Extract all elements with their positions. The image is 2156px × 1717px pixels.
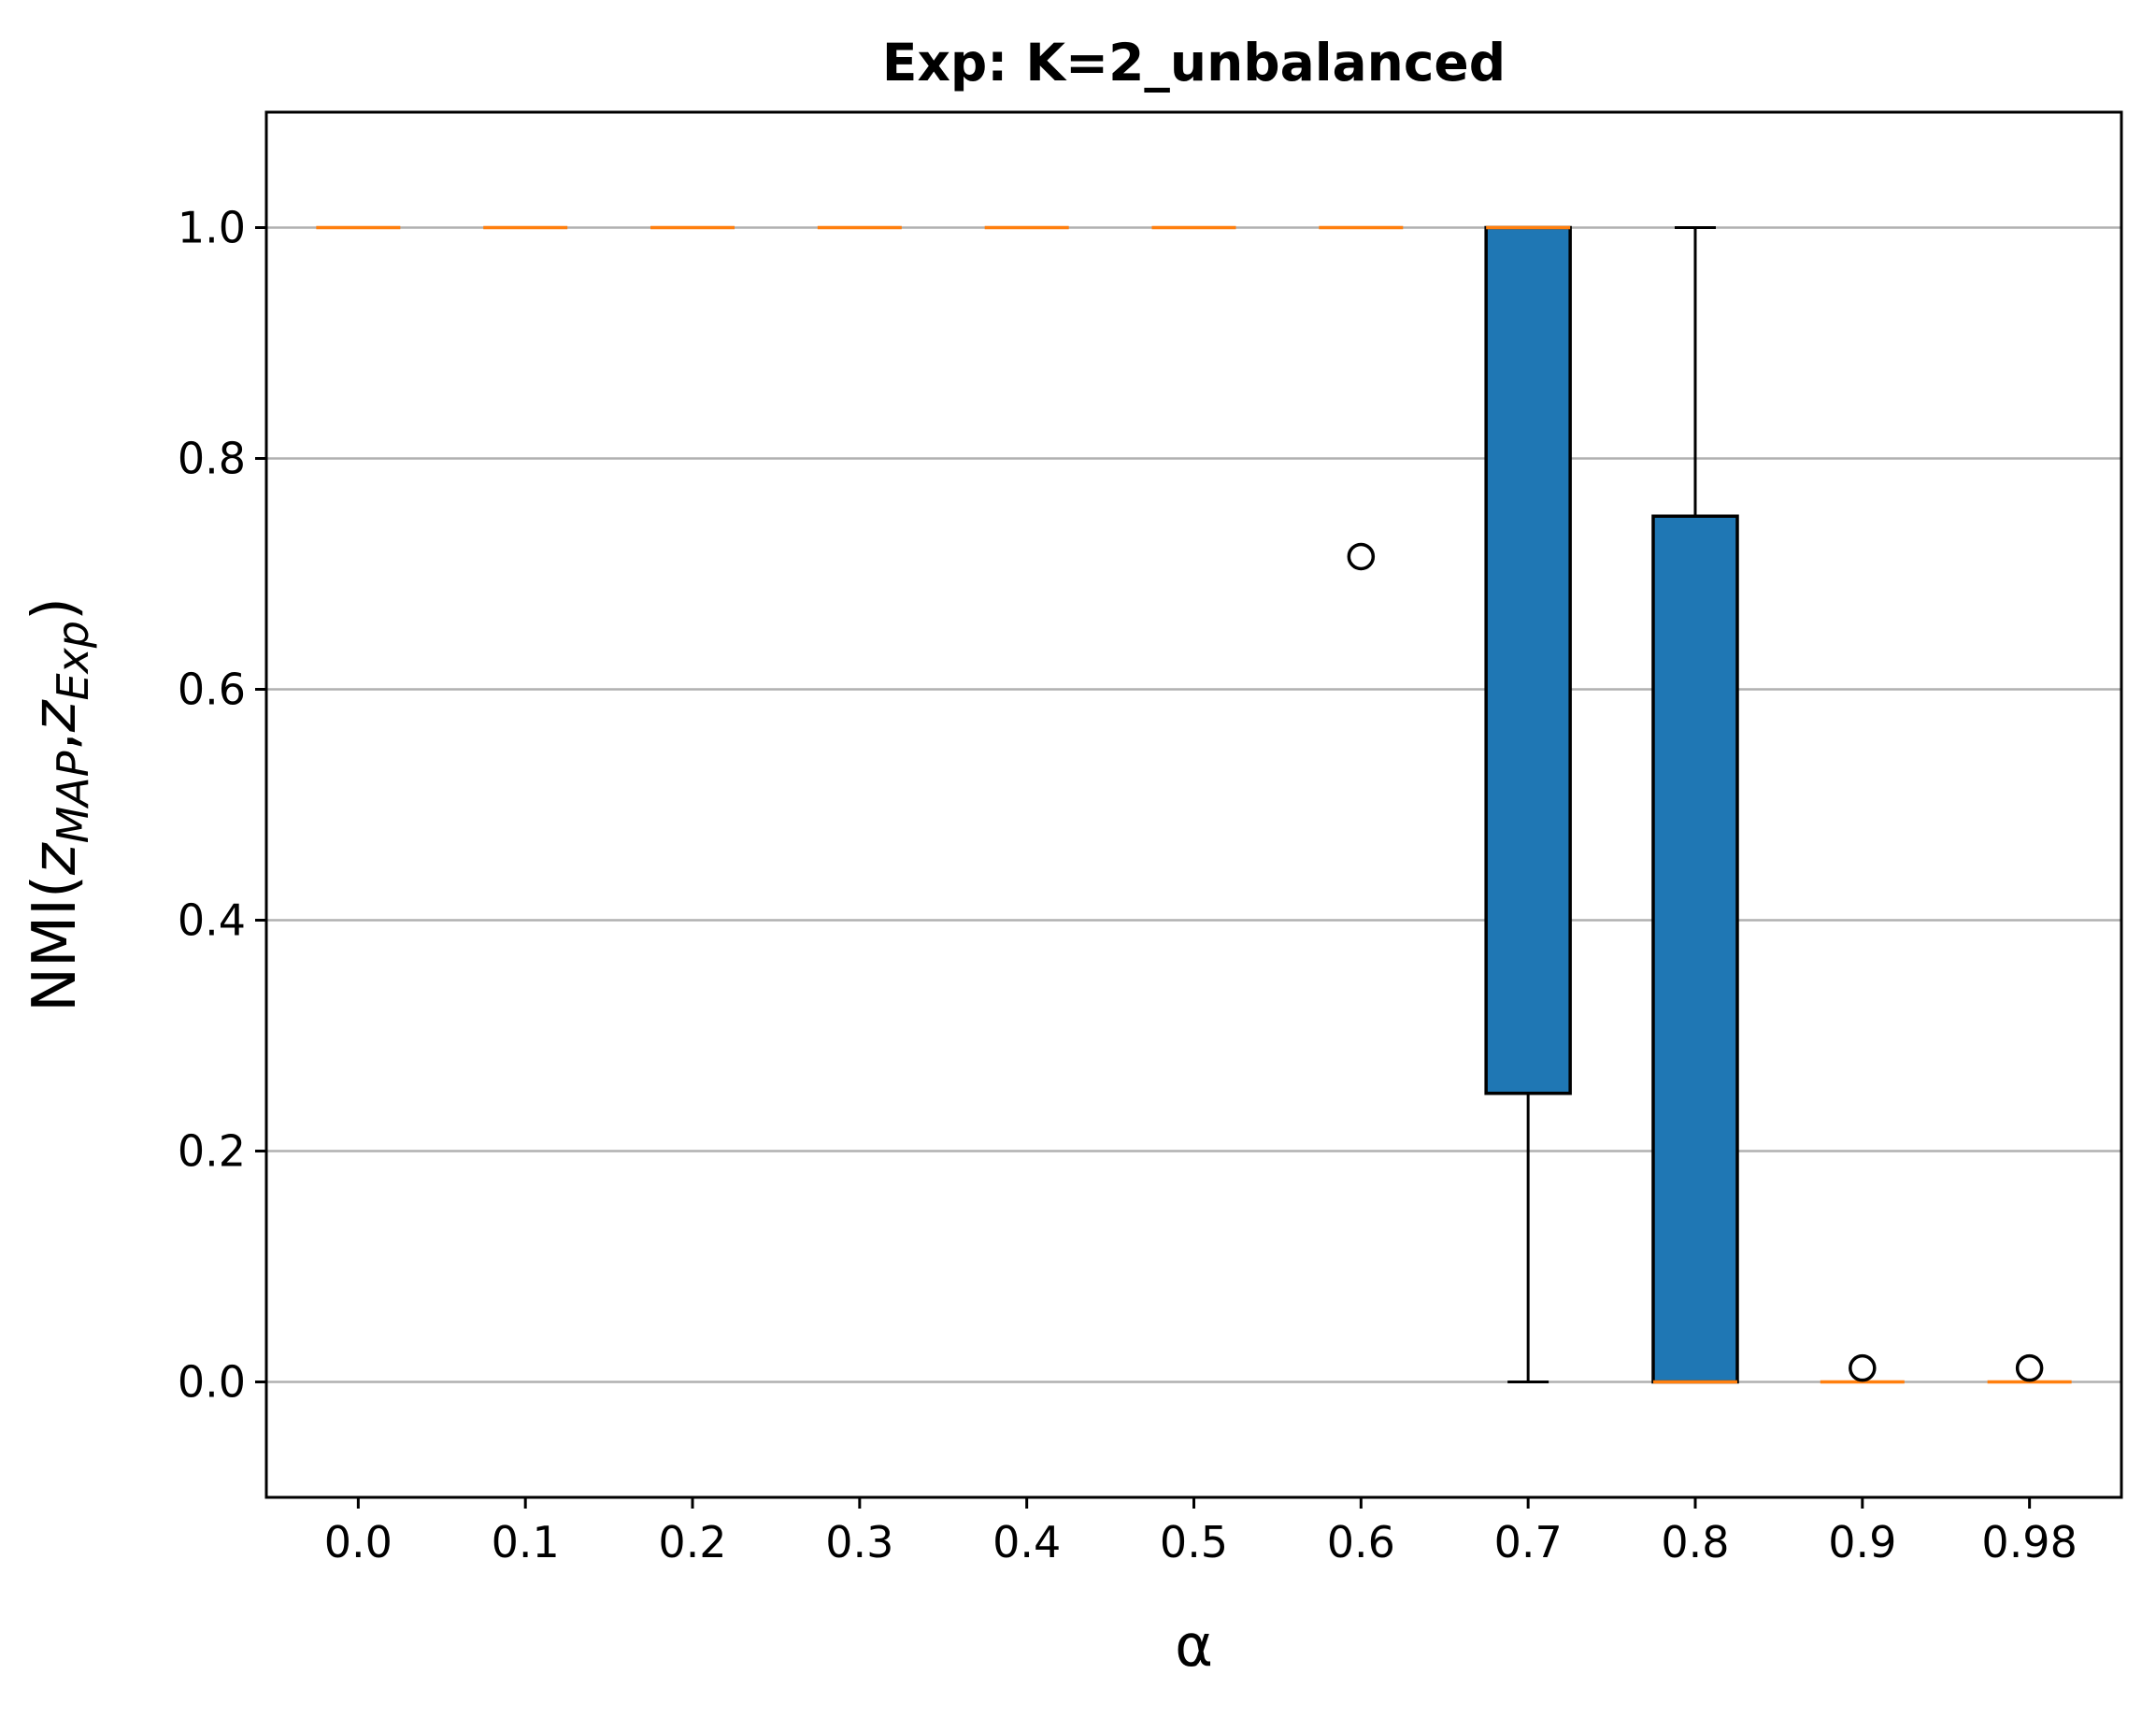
y-label-prefix: NMI( xyxy=(21,875,90,1012)
x-axis-label: α xyxy=(1175,1611,1213,1680)
outlier-point xyxy=(1849,1353,1877,1382)
box-plots xyxy=(316,225,2072,1384)
y-label-var2: z xyxy=(21,699,90,733)
box-group xyxy=(1820,1353,1905,1384)
y-tick-label: 0.4 xyxy=(178,895,246,946)
chart-title: Exp: K=2_unbalanced xyxy=(882,33,1506,93)
y-label-sep: , xyxy=(21,732,90,751)
y-label-sub1: MAP xyxy=(48,751,98,843)
box-body xyxy=(1651,514,1739,1384)
x-tick-label: 0.98 xyxy=(1981,1517,2077,1567)
x-tick-label: 0.1 xyxy=(492,1517,560,1567)
y-tick-label: 0.8 xyxy=(178,434,246,484)
y-tick-label: 0.0 xyxy=(178,1357,246,1408)
box-group xyxy=(1987,1353,2072,1384)
x-tick-label: 0.2 xyxy=(658,1517,726,1567)
box-body xyxy=(1484,225,1572,1095)
x-tick-label: 0.6 xyxy=(1327,1517,1395,1567)
outlier-point xyxy=(2015,1353,2044,1382)
outlier-point xyxy=(1347,542,1376,571)
box-group xyxy=(1651,226,1739,1384)
x-tick-label: 0.0 xyxy=(324,1517,393,1567)
x-tick-label: 0.3 xyxy=(825,1517,893,1567)
x-tick-label: 0.7 xyxy=(1494,1517,1563,1567)
y-label-sub2: Exp xyxy=(48,621,98,701)
y-tick-label: 1.0 xyxy=(178,203,246,253)
y-tick-label: 0.6 xyxy=(178,665,246,715)
x-tick-label: 0.8 xyxy=(1661,1517,1729,1567)
axis-ticks: 0.0 0.2 0.4 0.6 0.8 1.0 0.0 0.1 0.2 0.3 0.4 0.5 0.6 0… xyxy=(178,203,2077,1568)
y-tick-label: 0.2 xyxy=(178,1126,246,1177)
y-label-suffix: ) xyxy=(21,597,90,621)
y-axis-label: NMI(zMAP,zExp) xyxy=(21,597,98,1012)
x-tick-label: 0.4 xyxy=(992,1517,1061,1567)
box-group xyxy=(1319,225,1404,571)
axes-frame xyxy=(264,110,2123,1499)
box-group xyxy=(1484,225,1572,1383)
x-tick-label: 0.9 xyxy=(1828,1517,1896,1567)
grid-lines xyxy=(266,226,2121,1383)
x-tick-label: 0.5 xyxy=(1160,1517,1228,1567)
y-label-var1: z xyxy=(21,842,90,876)
